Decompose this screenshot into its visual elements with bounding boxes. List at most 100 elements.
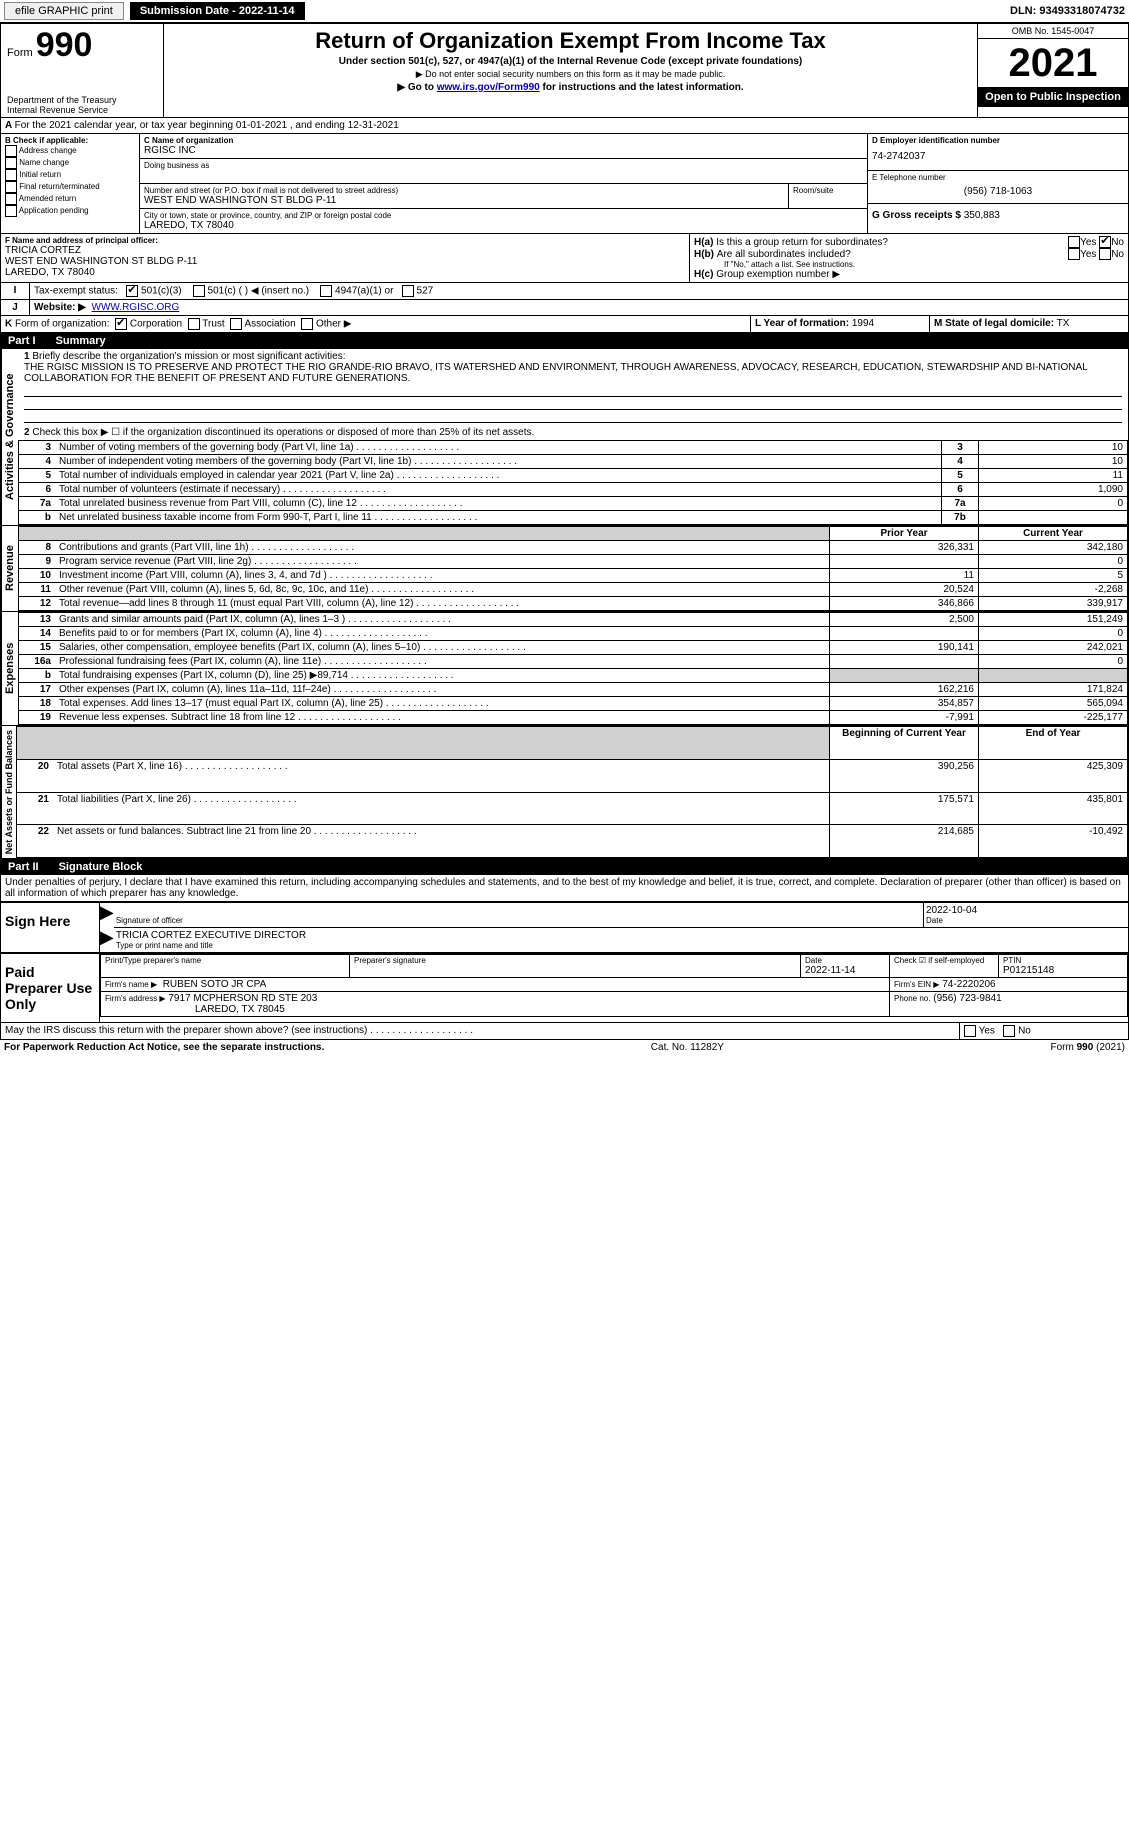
table-revenue: Prior YearCurrent Year8Contributions and… — [18, 526, 1128, 611]
ha-no-checkbox[interactable] — [1099, 236, 1111, 248]
prep-sig-label: Preparer's signature — [354, 956, 796, 965]
side-net: Net Assets or Fund Balances — [1, 726, 16, 858]
room-label: Room/suite — [793, 186, 863, 195]
phone-label: Phone no. — [894, 994, 930, 1003]
firm-addr2: LAREDO, TX 78045 — [105, 1004, 285, 1015]
efile-label: efile GRAPHIC print — [4, 2, 124, 20]
b-option-checkbox[interactable] — [5, 145, 17, 157]
side-rev: Revenue — [1, 526, 18, 611]
tax-exempt-label: Tax-exempt status: — [34, 286, 118, 297]
d-ein-label: D Employer identification number — [872, 136, 1124, 145]
part1-header: Part I Summary — [0, 333, 1129, 349]
dln-label: DLN: 93493318074732 — [1010, 5, 1125, 17]
subtitle-3: ▶ Go to www.irs.gov/Form990 for instruct… — [168, 82, 973, 93]
f-officer-label: F Name and address of principal officer: — [5, 236, 685, 245]
b-option-checkbox[interactable] — [5, 205, 17, 217]
section-klm: K Form of organization: Corporation Trus… — [0, 316, 1129, 333]
officer-addr1: WEST END WASHINGTON ST BLDG P-11 — [5, 256, 685, 267]
irs-label: Internal Revenue Service — [7, 105, 157, 115]
section-fh: F Name and address of principal officer:… — [0, 234, 1129, 283]
year-formation: 1994 — [852, 318, 874, 329]
street-label: Number and street (or P.O. box if mail i… — [144, 186, 784, 195]
officer-name: TRICIA CORTEZ — [5, 245, 685, 256]
q1: Briefly describe the organization's miss… — [32, 351, 345, 362]
g-receipts-label: G Gross receipts $ — [872, 210, 961, 221]
pra-notice: For Paperwork Reduction Act Notice, see … — [4, 1042, 324, 1053]
ha-yes-checkbox[interactable] — [1068, 236, 1080, 248]
i-527-checkbox[interactable] — [402, 285, 414, 297]
hb-text: Are all subordinates included? — [717, 249, 1068, 260]
form-title: Return of Organization Exempt From Incom… — [168, 28, 973, 54]
may-irs-text: May the IRS discuss this return with the… — [5, 1025, 367, 1036]
officer-printed: TRICIA CORTEZ EXECUTIVE DIRECTOR — [116, 930, 1126, 941]
submission-date-button[interactable]: Submission Date - 2022-11-14 — [130, 2, 305, 20]
k-assoc-checkbox[interactable] — [230, 318, 242, 330]
city-label: City or town, state or province, country… — [144, 211, 863, 220]
c-name-label: C Name of organization — [144, 136, 863, 145]
line-a: A For the 2021 calendar year, or tax yea… — [0, 118, 1129, 134]
firm-ein-label: Firm's EIN ▶ — [894, 980, 939, 989]
website-link[interactable]: WWW.RGISC.ORG — [92, 302, 180, 313]
prep-name-label: Print/Type preparer's name — [105, 956, 345, 965]
table-activities-governance: 3Number of voting members of the governi… — [18, 440, 1128, 525]
org-name: RGISC INC — [144, 145, 863, 156]
firm-addr1: 7917 MCPHERSON RD STE 203 — [168, 993, 317, 1004]
k-other-checkbox[interactable] — [301, 318, 313, 330]
k-label: Form of organization: — [15, 319, 110, 330]
i-4947-checkbox[interactable] — [320, 285, 332, 297]
may-irs-yes-checkbox[interactable] — [964, 1025, 976, 1037]
b-option-checkbox[interactable] — [5, 169, 17, 181]
self-employed: Check ☑ if self-employed — [890, 955, 999, 978]
form-footer: Form 990 (2021) — [1051, 1042, 1126, 1053]
i-501c-checkbox[interactable] — [193, 285, 205, 297]
subtitle-2: ▶ Do not enter social security numbers o… — [168, 69, 973, 80]
ptin-label: PTIN — [1003, 956, 1123, 965]
sig-officer-label: Signature of officer — [116, 916, 921, 925]
hb-yes-checkbox[interactable] — [1068, 248, 1080, 260]
b-option-checkbox[interactable] — [5, 193, 17, 205]
sig-date: 2022-10-04 — [926, 905, 1126, 916]
open-public-badge: Open to Public Inspection — [978, 87, 1128, 107]
table-net-assets: Beginning of Current YearEnd of Year20To… — [16, 726, 1128, 858]
signature-section: Sign Here ▶ Signature of officer 2022-10… — [0, 901, 1129, 953]
hb-note: If "No," attach a list. See instructions… — [694, 260, 1124, 269]
tax-year: 2021 — [978, 39, 1128, 87]
phone-value: (956) 718-1063 — [872, 186, 1124, 197]
m-label: M State of legal domicile: — [934, 318, 1054, 329]
hb-no-checkbox[interactable] — [1099, 248, 1111, 260]
section-j: J Website: ▶ WWW.RGISC.ORG — [0, 300, 1129, 316]
mission-text: THE RGISC MISSION IS TO PRESERVE AND PRO… — [24, 362, 1122, 384]
e-phone-label: E Telephone number — [872, 173, 1124, 182]
part2-name: Signature Block — [59, 861, 143, 873]
ein-value: 74-2742037 — [872, 151, 1124, 162]
cat-no: Cat. No. 11282Y — [651, 1042, 724, 1053]
part1-name: Summary — [56, 335, 106, 347]
gross-receipts: 350,883 — [964, 210, 1000, 221]
date-label: Date — [926, 916, 1126, 925]
prep-date-label: Date — [805, 956, 885, 965]
side-exp: Expenses — [1, 612, 18, 725]
sign-here: Sign Here — [1, 903, 100, 952]
state-domicile: TX — [1057, 318, 1070, 329]
b-option-checkbox[interactable] — [5, 157, 17, 169]
arrow-icon: ▶ — [100, 928, 114, 952]
may-irs-no-checkbox[interactable] — [1003, 1025, 1015, 1037]
b-option-checkbox[interactable] — [5, 181, 17, 193]
k-corp-checkbox[interactable] — [115, 318, 127, 330]
b-label: B Check if applicable: — [5, 136, 135, 145]
declaration: Under penalties of perjury, I declare th… — [0, 875, 1129, 901]
firm-ein: 74-2220206 — [942, 979, 995, 990]
irs-link[interactable]: www.irs.gov/Form990 — [437, 82, 540, 93]
i-501c3-checkbox[interactable] — [126, 285, 138, 297]
part2-header: Part II Signature Block — [0, 859, 1129, 875]
table-expenses: 13Grants and similar amounts paid (Part … — [18, 612, 1128, 725]
officer-addr2: LAREDO, TX 78040 — [5, 267, 685, 278]
may-irs-row: May the IRS discuss this return with the… — [0, 1023, 1129, 1040]
firm-addr-label: Firm's address ▶ — [105, 994, 166, 1003]
form-header: Form 990 Department of the Treasury Inte… — [0, 23, 1129, 118]
k-trust-checkbox[interactable] — [188, 318, 200, 330]
side-ag: Activities & Governance — [1, 349, 18, 525]
city-state-zip: LAREDO, TX 78040 — [144, 220, 863, 231]
omb-number: OMB No. 1545-0047 — [978, 24, 1128, 39]
part2-title: Part II — [8, 861, 39, 873]
